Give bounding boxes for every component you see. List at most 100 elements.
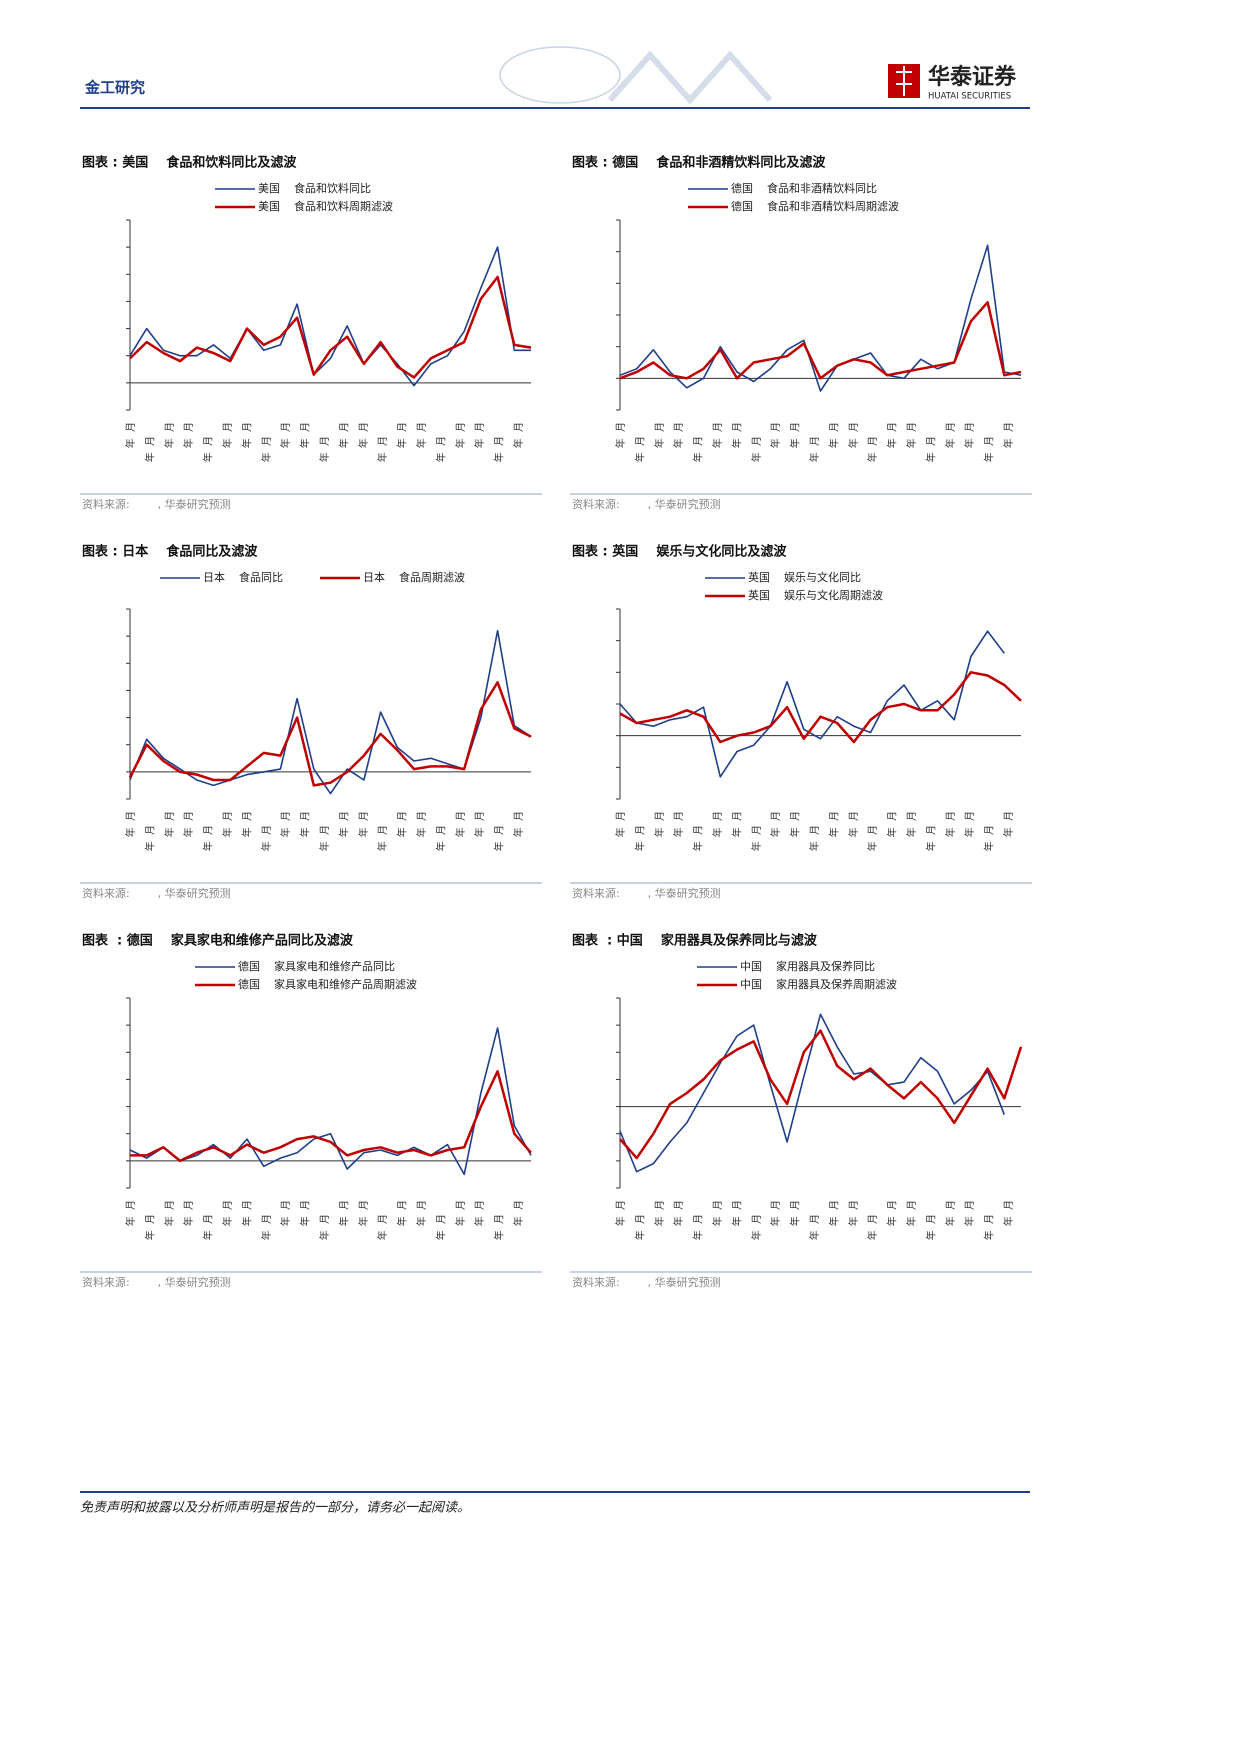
- x-tick-label: 年 月: [376, 825, 389, 851]
- x-tick-label: 年 月: [769, 811, 782, 837]
- x-tick-label: 年 月: [1002, 1200, 1015, 1226]
- x-tick-label: 年 月: [221, 1200, 234, 1226]
- x-tick-label: 年 月: [866, 825, 879, 851]
- x-tick-label: 年 月: [434, 1214, 447, 1240]
- series-line: [129, 1027, 532, 1176]
- x-tick-label: 年 月: [454, 811, 467, 837]
- x-tick-label: 年 月: [653, 422, 666, 448]
- x-tick-label: 年 月: [983, 436, 996, 462]
- x-tick-label: 年 月: [789, 1200, 802, 1226]
- source-note: 资料来源: , 华泰研究预测: [572, 1275, 721, 1289]
- x-tick-label: 年 月: [182, 422, 195, 448]
- x-tick-label: 年 月: [789, 422, 802, 448]
- legend-label: 美国 食品和饮料周期滤波: [258, 199, 393, 213]
- x-tick-label: 年 月: [279, 811, 292, 837]
- x-tick-label: 年 月: [299, 422, 312, 448]
- x-tick-label: 年 月: [143, 1214, 156, 1240]
- legend-label: 日本 食品周期滤波: [363, 570, 465, 584]
- x-tick-label: 年 月: [730, 422, 743, 448]
- x-tick-label: 年 月: [1002, 422, 1015, 448]
- x-tick-label: 年 月: [221, 422, 234, 448]
- legend-label: 中国 家用器具及保养同比: [740, 959, 875, 973]
- x-tick-label: 年 月: [396, 422, 409, 448]
- x-tick-label: 年 月: [730, 811, 743, 837]
- chart-title: 图表 : 日本 食品同比及滤波: [82, 544, 258, 560]
- x-tick-label: 年 月: [924, 825, 937, 851]
- x-tick-label: 年 月: [789, 811, 802, 837]
- chart-title: 图表 : 美国 食品和饮料同比及滤波: [82, 155, 297, 171]
- x-tick-label: 年 月: [163, 1200, 176, 1226]
- x-tick-label: 年 月: [769, 422, 782, 448]
- x-tick-label: 年 月: [318, 1214, 331, 1240]
- source-note: 资料来源: , 华泰研究预测: [572, 497, 721, 511]
- x-tick-label: 年 月: [124, 422, 137, 448]
- x-tick-label: 年 月: [202, 436, 215, 462]
- legend-label: 德国 家具家电和维修产品周期滤波: [238, 977, 417, 991]
- x-tick-label: 年 月: [1002, 811, 1015, 837]
- x-tick-label: 年 月: [808, 825, 821, 851]
- x-tick-label: 年 月: [493, 436, 506, 462]
- x-tick-label: 年 月: [143, 825, 156, 851]
- x-tick-label: 年 月: [653, 811, 666, 837]
- x-tick-label: 年 月: [240, 811, 253, 837]
- x-tick-label: 年 月: [614, 1200, 627, 1226]
- x-tick-label: 年 月: [512, 422, 525, 448]
- x-tick-label: 年 月: [866, 436, 879, 462]
- x-tick-label: 年 月: [847, 1200, 860, 1226]
- x-tick-label: 年 月: [357, 811, 370, 837]
- x-tick-label: 年 月: [633, 436, 646, 462]
- x-tick-label: 年 月: [963, 1200, 976, 1226]
- x-tick-label: 年 月: [434, 436, 447, 462]
- x-tick-label: 年 月: [493, 1214, 506, 1240]
- x-tick-label: 年 月: [944, 1200, 957, 1226]
- logo-subtext: HUATAI SECURITIES: [928, 92, 1011, 102]
- x-tick-label: 年 月: [944, 422, 957, 448]
- x-tick-label: 年 月: [415, 811, 428, 837]
- x-tick-label: 年 月: [653, 1200, 666, 1226]
- series-line: [129, 275, 532, 379]
- x-tick-label: 年 月: [924, 1214, 937, 1240]
- x-tick-label: 年 月: [730, 1200, 743, 1226]
- x-tick-label: 年 月: [299, 1200, 312, 1226]
- x-tick-label: 年 月: [376, 1214, 389, 1240]
- series-line: [619, 244, 1022, 392]
- source-note: 资料来源: , 华泰研究预测: [572, 886, 721, 900]
- series-line: [129, 246, 531, 387]
- x-tick-label: 年 月: [750, 436, 763, 462]
- footer-text: 免责声明和披露以及分析师声明是报告的一部分，请务必一起阅读。: [80, 1501, 470, 1516]
- chart-title: 图表 : 德国 家具家电和维修产品同比及滤波: [82, 933, 354, 949]
- x-tick-label: 年 月: [357, 1200, 370, 1226]
- x-tick-label: 年 月: [750, 825, 763, 851]
- legend-label: 日本 食品同比: [203, 570, 283, 584]
- chart-title: 图表 : 中国 家用器具及保养同比与滤波: [572, 933, 818, 949]
- x-tick-label: 年 月: [163, 811, 176, 837]
- chart-title: 图表 : 英国 娱乐与文化同比及滤波: [572, 544, 787, 560]
- x-tick-label: 年 月: [827, 1200, 840, 1226]
- x-tick-label: 年 月: [672, 1200, 685, 1226]
- x-tick-label: 年 月: [240, 422, 253, 448]
- x-tick-label: 年 月: [905, 422, 918, 448]
- x-tick-label: 年 月: [711, 811, 724, 837]
- legend-label: 中国 家用器具及保养周期滤波: [740, 977, 897, 991]
- series-line: [619, 1029, 1023, 1160]
- x-tick-label: 年 月: [963, 422, 976, 448]
- x-tick-label: 年 月: [396, 811, 409, 837]
- x-tick-label: 年 月: [357, 422, 370, 448]
- series-line: [619, 1013, 1006, 1173]
- x-tick-label: 年 月: [808, 436, 821, 462]
- x-tick-label: 年 月: [944, 811, 957, 837]
- x-tick-label: 年 月: [769, 1200, 782, 1226]
- section-title: 金工研究: [84, 79, 145, 97]
- header: 金工研究 华泰证券 HUATAI SECURITIES: [80, 46, 1030, 109]
- x-tick-label: 年 月: [614, 811, 627, 837]
- x-tick-label: 年 月: [983, 1214, 996, 1240]
- series-line: [619, 630, 1005, 778]
- x-tick-label: 年 月: [182, 1200, 195, 1226]
- x-tick-label: 年 月: [905, 811, 918, 837]
- x-tick-label: 年 月: [692, 1214, 705, 1240]
- legend-label: 英国 娱乐与文化同比: [748, 570, 861, 584]
